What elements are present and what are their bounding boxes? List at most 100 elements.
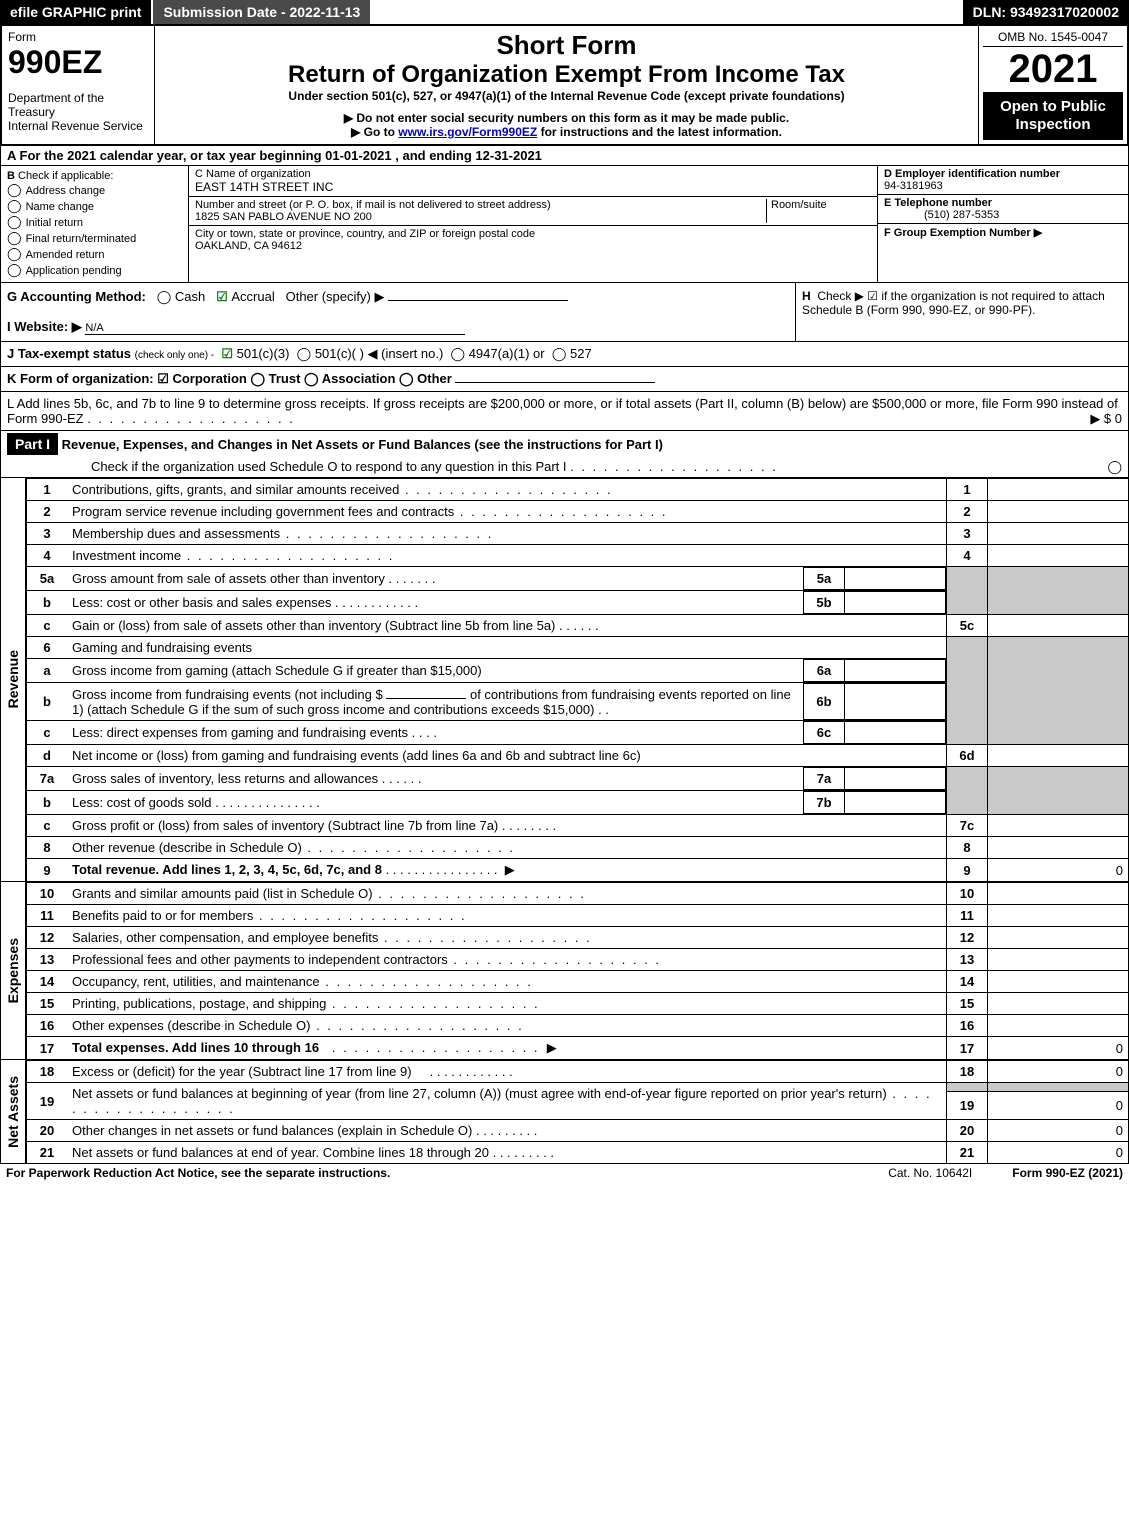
org-city: OAKLAND, CA 94612: [195, 240, 302, 252]
expenses-vertical-label: Expenses: [3, 936, 23, 1005]
checkbox-application-pending[interactable]: ◯: [7, 262, 22, 277]
line-7a-val: [845, 768, 946, 790]
radio-cash[interactable]: ◯: [157, 289, 175, 304]
line-7b-label: Less: cost of goods sold: [72, 795, 211, 810]
line-8-label: Other revenue (describe in Schedule O): [72, 840, 302, 855]
line-13-val: [988, 949, 1129, 971]
addr-label: Number and street (or P. O. box, if mail…: [195, 199, 551, 211]
line-11-label: Benefits paid to or for members: [72, 908, 253, 923]
i-label: I Website: ▶: [7, 319, 82, 334]
form-year-col: OMB No. 1545-0047 2021 Open to Public In…: [978, 26, 1127, 144]
revenue-vertical-label: Revenue: [3, 648, 23, 710]
g-cash-label: Cash: [175, 289, 205, 304]
b-check-if: Check if applicable:: [18, 170, 113, 182]
line-9-val: 0: [988, 859, 1129, 882]
opt-initial-return: Initial return: [26, 217, 83, 229]
line-13-label: Professional fees and other payments to …: [72, 952, 448, 967]
line-5c-label: Gain or (loss) from sale of assets other…: [72, 618, 555, 633]
line-16-val: [988, 1015, 1129, 1037]
line-6c-val: [845, 722, 946, 744]
row-j: J Tax-exempt status (check only one) - ☑…: [0, 342, 1129, 367]
line-5b-val: [845, 592, 946, 614]
city-label: City or town, state or province, country…: [195, 228, 535, 240]
radio-accrual[interactable]: ☑: [216, 289, 231, 304]
line-19-label: Net assets or fund balances at beginning…: [72, 1086, 887, 1101]
d-label: D Employer identification number: [884, 168, 1060, 180]
j-opt3: 4947(a)(1) or: [469, 346, 545, 361]
line-8-val: [988, 837, 1129, 859]
form-id-col: Form 990EZ Department of the Treasury In…: [2, 26, 155, 144]
row-a-tax-year: A For the 2021 calendar year, or tax yea…: [0, 146, 1129, 166]
header-bar: efile GRAPHIC print Submission Date - 20…: [0, 0, 1129, 26]
net-assets-table: 18Excess or (deficit) for the year (Subt…: [26, 1060, 1129, 1164]
line-17-val: 0: [988, 1037, 1129, 1060]
g-other-label: Other (specify) ▶: [286, 289, 385, 304]
line-17-label: Total expenses. Add lines 10 through 16: [72, 1040, 319, 1055]
tax-year: 2021: [983, 47, 1123, 92]
checkbox-final-return[interactable]: ◯: [7, 230, 22, 245]
ssn-warning: ▶ Do not enter social security numbers o…: [159, 111, 974, 125]
opt-final-return: Final return/terminated: [26, 233, 137, 245]
form-title-col: Short Form Return of Organization Exempt…: [155, 26, 978, 144]
b-letter: B: [7, 170, 15, 182]
efile-print-button[interactable]: efile GRAPHIC print: [0, 0, 151, 24]
form-header: Form 990EZ Department of the Treasury In…: [0, 26, 1129, 146]
line-7a-label: Gross sales of inventory, less returns a…: [72, 771, 378, 786]
section-def: D Employer identification number 94-3181…: [877, 166, 1128, 282]
ein-value: 94-3181963: [884, 180, 943, 192]
line-20-val: 0: [988, 1120, 1129, 1142]
form-number: 990EZ: [8, 44, 148, 81]
line-5c-val: [988, 615, 1129, 637]
line-6d-label: Net income or (loss) from gaming and fun…: [72, 748, 641, 763]
part1-check-line: Check if the organization used Schedule …: [91, 459, 567, 474]
open-inspection: Open to Public Inspection: [983, 92, 1123, 140]
j-opt1: 501(c)(3): [237, 346, 290, 361]
part1-title: Revenue, Expenses, and Changes in Net As…: [62, 437, 663, 452]
opt-application-pending: Application pending: [26, 265, 122, 277]
row-l: L Add lines 5b, 6c, and 7b to line 9 to …: [0, 392, 1129, 431]
f-label: F Group Exemption Number ▶: [884, 227, 1042, 239]
line-5b-label: Less: cost or other basis and sales expe…: [72, 595, 331, 610]
checkbox-name-change[interactable]: ◯: [7, 198, 22, 213]
check-501c3[interactable]: ☑: [221, 346, 236, 361]
check-501c[interactable]: ◯: [297, 346, 315, 361]
expenses-section: Expenses 10Grants and similar amounts pa…: [0, 882, 1129, 1060]
line-7b-val: [845, 792, 946, 814]
line-3-val: [988, 523, 1129, 545]
j-label: J Tax-exempt status: [7, 346, 131, 361]
form-word: Form: [8, 30, 148, 44]
line-10-label: Grants and similar amounts paid (list in…: [72, 886, 373, 901]
line-2-val: [988, 501, 1129, 523]
part1-row: Part I Revenue, Expenses, and Changes in…: [0, 431, 1129, 478]
check-4947[interactable]: ◯: [451, 346, 469, 361]
line-18-label: Excess or (deficit) for the year (Subtra…: [72, 1064, 412, 1079]
line-5a-val: [845, 568, 946, 590]
line-5a-label: Gross amount from sale of assets other t…: [72, 571, 385, 586]
line-12-label: Salaries, other compensation, and employ…: [72, 930, 378, 945]
opt-amended-return: Amended return: [26, 249, 105, 261]
phone-value: (510) 287-5353: [884, 209, 999, 221]
goto-line: ▶ Go to www.irs.gov/Form990EZ for instru…: [159, 125, 974, 139]
checkbox-address-change[interactable]: ◯: [7, 182, 22, 197]
line-20-label: Other changes in net assets or fund bala…: [72, 1123, 472, 1138]
line-19-val: 0: [988, 1091, 1129, 1119]
checkbox-initial-return[interactable]: ◯: [7, 214, 22, 229]
footer-catno: Cat. No. 10642I: [888, 1166, 972, 1180]
revenue-section: Revenue 1Contributions, gifts, grants, a…: [0, 478, 1129, 882]
dept-label: Department of the Treasury: [8, 91, 148, 119]
l-amount: ▶ $ 0: [1090, 411, 1122, 427]
line-21-label: Net assets or fund balances at end of ye…: [72, 1145, 489, 1160]
irs-link[interactable]: www.irs.gov/Form990EZ: [398, 125, 537, 139]
line-4-val: [988, 545, 1129, 567]
line-21-val: 0: [988, 1142, 1129, 1164]
line-6d-val: [988, 745, 1129, 767]
check-527[interactable]: ◯: [552, 346, 570, 361]
part1-check-val[interactable]: ◯: [1107, 459, 1122, 475]
k-text: K Form of organization: ☑ Corporation ◯ …: [7, 371, 452, 386]
main-title: Return of Organization Exempt From Incom…: [159, 61, 974, 89]
checkbox-amended-return[interactable]: ◯: [7, 246, 22, 261]
net-assets-section: Net Assets 18Excess or (deficit) for the…: [0, 1060, 1129, 1164]
line-6c-label: Less: direct expenses from gaming and fu…: [72, 725, 408, 740]
e-label: E Telephone number: [884, 197, 992, 209]
page-footer: For Paperwork Reduction Act Notice, see …: [0, 1164, 1129, 1182]
